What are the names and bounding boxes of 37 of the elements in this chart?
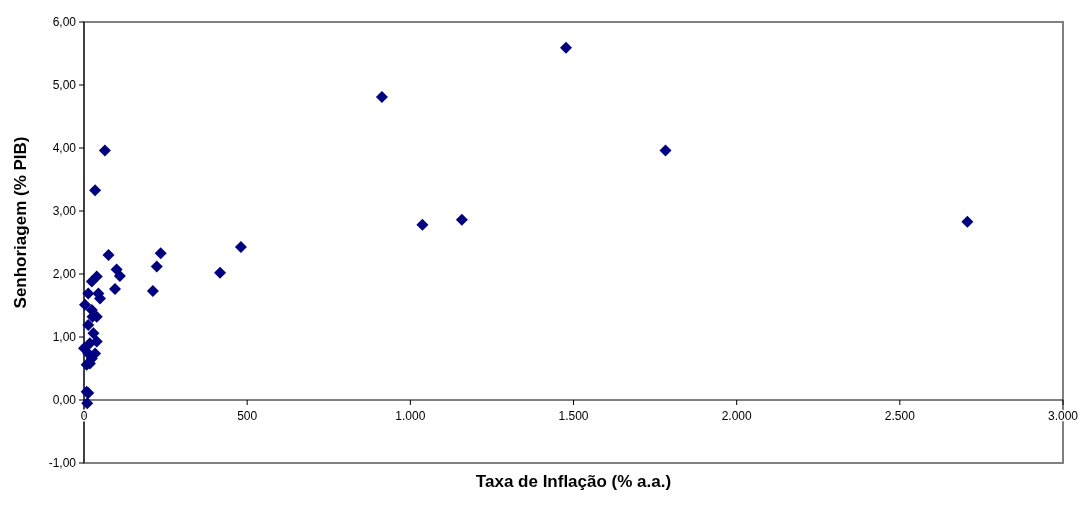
point: [82, 287, 95, 300]
x-tick-label: 3.000: [1047, 409, 1079, 423]
y-axis-title: Senhoriagem (% PIB): [11, 136, 30, 309]
y-tick-label: 2,00: [52, 267, 77, 282]
x-tick-label: 1.000: [395, 409, 426, 423]
point: [89, 184, 102, 197]
y-tick-label: 6,00: [52, 15, 77, 30]
point: [81, 397, 94, 410]
point: [416, 218, 429, 231]
point: [87, 327, 100, 340]
point: [102, 249, 115, 262]
point: [455, 213, 468, 226]
point: [375, 90, 388, 103]
point: [78, 298, 91, 311]
y-tick-label: 5,00: [52, 78, 77, 93]
x-tick-label: 2.500: [884, 409, 916, 423]
point: [109, 283, 121, 296]
point: [150, 260, 163, 273]
point: [85, 275, 98, 288]
y-tick-label: 1,00: [52, 330, 77, 345]
point: [961, 215, 974, 228]
point: [82, 319, 95, 332]
y-tick-label: -1,00: [48, 456, 77, 471]
point: [659, 144, 672, 157]
point: [214, 266, 227, 279]
point: [154, 247, 167, 260]
x-axis-title: Taxa de Inflação (% a.a.): [475, 472, 672, 491]
point: [98, 144, 111, 157]
y-tick-label: 4,00: [52, 141, 77, 156]
x-tick-label: 2.000: [721, 409, 753, 423]
x-tick-label: 500: [237, 409, 258, 423]
y-tick-label: 0,00: [52, 393, 77, 408]
point: [234, 240, 247, 253]
point: [559, 41, 572, 54]
y-tick-label: 3,00: [52, 204, 77, 219]
x-tick-label: 1.500: [558, 409, 589, 423]
point: [146, 285, 159, 298]
